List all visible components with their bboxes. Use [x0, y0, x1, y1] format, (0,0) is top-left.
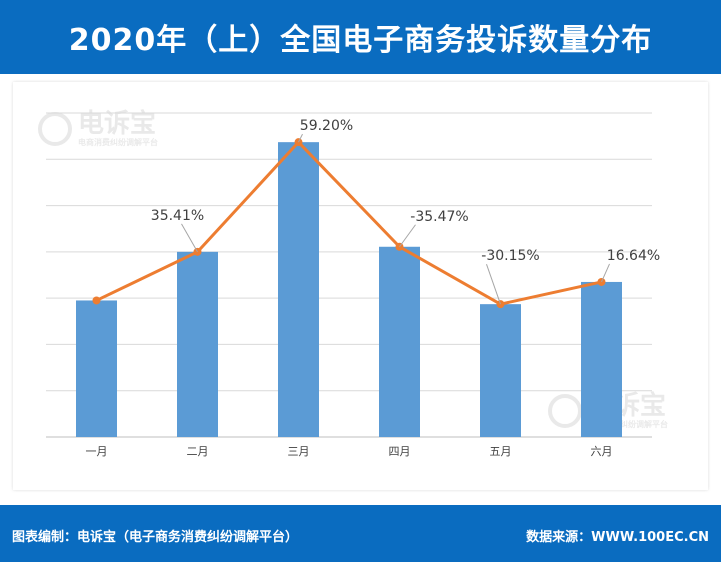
bar	[177, 251, 218, 437]
footer-source: 数据来源：WWW.100EC.CN	[526, 530, 709, 545]
label-leader-line	[298, 133, 303, 143]
x-tick-label: 六月	[591, 445, 613, 458]
watermark-top: 电诉宝 电商消费纠纷调解平台	[38, 110, 158, 148]
watermark-subtitle: 电商消费纠纷调解平台	[78, 138, 158, 147]
header-banner: 2020年（上）全国电子商务投诉数量分布	[0, 0, 721, 74]
watermark-logo-icon	[548, 394, 582, 428]
data-label: -30.15%	[481, 248, 539, 264]
x-tick-label: 三月	[288, 445, 310, 458]
label-leader-line	[601, 263, 610, 283]
label-leader-line	[181, 223, 198, 253]
bar	[581, 281, 622, 437]
data-label: 59.20%	[300, 118, 353, 134]
bar	[76, 300, 117, 437]
chart-title: 2020年（上）全国电子商务投诉数量分布	[68, 23, 653, 58]
x-tick-label: 五月	[490, 445, 512, 458]
watermark-subtitle: 电商消费纠纷调解平台	[588, 420, 668, 429]
x-tick-label: 四月	[389, 445, 411, 458]
label-leader-line	[486, 263, 501, 305]
series-line	[95, 140, 602, 306]
bar	[480, 304, 521, 437]
data-label: 35.41%	[151, 208, 204, 224]
watermark-logo-icon	[38, 112, 72, 146]
bar	[278, 142, 319, 437]
data-label: -35.47%	[410, 209, 468, 225]
bar	[379, 246, 420, 437]
watermark-name: 电诉宝	[78, 109, 157, 139]
footer-banner: 图表编制：电诉宝（电子商务消费纠纷调解平台） 数据来源：WWW.100EC.CN	[0, 505, 721, 562]
x-tick-label: 二月	[187, 445, 209, 458]
x-tick-label: 一月	[86, 445, 108, 458]
data-label: 16.64%	[607, 248, 660, 264]
line-point	[92, 296, 101, 305]
label-leader-line	[399, 224, 416, 248]
footer-credit: 图表编制：电诉宝（电子商务消费纠纷调解平台）	[12, 530, 299, 545]
